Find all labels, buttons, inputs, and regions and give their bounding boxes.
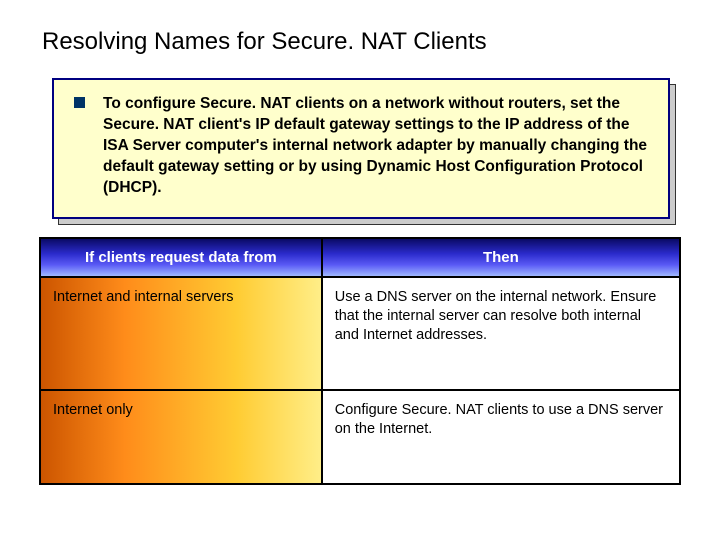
info-box: To configure Secure. NAT clients on a ne…: [52, 78, 670, 219]
table-cell-action: Configure Secure. NAT clients to use a D…: [322, 390, 679, 483]
bullet-row: To configure Secure. NAT clients on a ne…: [72, 94, 650, 199]
table-cell-action: Use a DNS server on the internal network…: [322, 277, 679, 390]
dns-table: If clients request data from Then Intern…: [41, 239, 679, 484]
table-header-condition: If clients request data from: [41, 239, 322, 277]
square-bullet-icon: [74, 97, 85, 108]
table-wrap: If clients request data from Then Intern…: [39, 237, 681, 486]
info-box-wrap: To configure Secure. NAT clients on a ne…: [52, 78, 670, 219]
table-row: Internet and internal servers Use a DNS …: [41, 277, 679, 390]
table-row: Internet only Configure Secure. NAT clie…: [41, 390, 679, 483]
table-cell-condition: Internet and internal servers: [41, 277, 322, 390]
slide: Resolving Names for Secure. NAT Clients …: [0, 0, 720, 540]
table-header-action: Then: [322, 239, 679, 277]
table-cell-condition: Internet only: [41, 390, 322, 483]
page-title: Resolving Names for Secure. NAT Clients: [42, 28, 678, 56]
bullet-text: To configure Secure. NAT clients on a ne…: [103, 94, 650, 199]
